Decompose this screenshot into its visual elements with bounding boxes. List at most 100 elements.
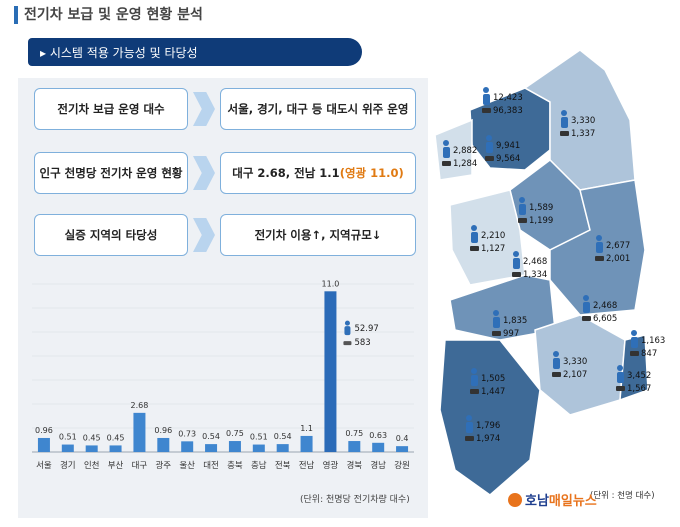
person-icon (344, 320, 350, 326)
map-value-population-seoul-gyeonggi: 12,423 (493, 93, 523, 103)
car-icon (616, 386, 625, 391)
bar-value-label-14: 0.63 (369, 431, 387, 440)
map-value-ev-chungnam: 1,127 (481, 244, 505, 254)
category-label-15: 강원 (394, 460, 410, 471)
person-icon-body (631, 337, 638, 348)
bar-value-label-13: 0.75 (345, 429, 363, 438)
category-label-12: 영광 (323, 460, 339, 471)
bar-15 (396, 446, 409, 452)
bar-1 (61, 444, 74, 452)
map-value-ev-busan: 1,567 (627, 384, 651, 394)
annotation-value-2: 583 (354, 338, 370, 348)
person-icon (583, 295, 589, 301)
bar-value-label-3: 0.45 (107, 433, 125, 442)
map-value-ev-gyeonggi-south: 9,564 (496, 154, 520, 164)
bar-value-label-1: 0.51 (59, 433, 77, 442)
car-icon (465, 436, 474, 441)
car-icon (442, 161, 451, 166)
bar-13 (348, 441, 361, 452)
map-value-ev-jeonnam: 1,974 (476, 434, 500, 444)
map-value-population-gangwon: 3,330 (571, 116, 595, 126)
news-logo: 호남매일뉴스 (508, 490, 597, 509)
map-value-population-gyeongnam: 3,330 (563, 357, 587, 367)
bar-value-label-10: 0.54 (274, 432, 292, 441)
map-region-jeonnam (439, 339, 541, 496)
bar-11 (300, 435, 313, 452)
car-icon (512, 272, 521, 277)
row-2-right-box: 대구 2.68, 전남 1.1 (영광 11.0) (220, 152, 416, 194)
row-3-arrow-icon (193, 218, 215, 252)
person-icon (519, 197, 525, 203)
person-icon-body (471, 232, 478, 243)
person-icon-body (596, 242, 603, 253)
map-value-ev-gyeongnam: 2,107 (563, 370, 587, 380)
row-1-left-box: 전기차 보급 운영 대수 (34, 88, 188, 130)
bar-value-label-8: 0.75 (226, 429, 244, 438)
category-label-5: 광주 (155, 460, 171, 471)
car-icon (630, 351, 639, 356)
map-value-population-busan: 3,452 (627, 371, 651, 381)
category-label-8: 충북 (227, 461, 243, 471)
person-icon-body (486, 142, 493, 153)
car-icon (582, 316, 591, 321)
person-icon-body (617, 372, 624, 383)
map-value-ev-gangwon: 1,337 (571, 129, 595, 139)
annotation-value-1: 52.97 (354, 324, 378, 334)
person-icon (466, 415, 472, 421)
bar-value-label-4: 2.68 (131, 401, 149, 410)
bar-value-label-9: 0.51 (250, 433, 268, 442)
map-value-ev-chungbuk: 1,199 (529, 216, 553, 226)
row-3-right-box: 전기차 이용↑, 지역규모↓ (220, 214, 416, 256)
category-label-3: 부산 (108, 460, 124, 471)
car-icon (492, 331, 501, 336)
category-label-4: 대구 (132, 461, 148, 471)
bar-value-label-11: 1.1 (300, 424, 313, 433)
korea-region-map: 12,423 96,383 3,330 1,337 2,882 1,284 9,941 9,5… (434, 49, 665, 501)
row-3-left-text: 실증 지역의 타당성 (64, 228, 158, 242)
map-value-population-gwangju: 1,505 (481, 374, 505, 384)
map-value-population-jeonbuk: 1,835 (503, 316, 527, 326)
category-label-1: 경기 (60, 460, 76, 471)
person-icon (493, 310, 499, 316)
category-label-0: 서울 (36, 461, 52, 471)
person-icon-body (553, 358, 560, 369)
map-value-population-gyeonggi-south: 9,941 (496, 141, 520, 151)
row-2-left-box: 인구 천명당 전기차 운영 현황 (34, 152, 188, 194)
bar-value-label-12: 11.0 (322, 279, 340, 288)
person-icon-body (466, 422, 473, 433)
bar-10 (276, 444, 289, 452)
bar-7 (205, 444, 218, 452)
bar-14 (372, 442, 385, 452)
person-icon-body (583, 302, 590, 313)
bar-6 (181, 441, 194, 452)
map-value-population-chungnam: 2,210 (481, 231, 505, 241)
row-2-right-text: 대구 2.68, 전남 1.1 (232, 166, 340, 180)
car-icon (343, 341, 352, 346)
person-icon (553, 351, 559, 357)
person-icon-body (493, 317, 500, 328)
map-value-ev-gyeongbuk: 2,001 (606, 254, 630, 264)
row-2-left-text: 인구 천명당 전기차 운영 현황 (39, 166, 183, 180)
map-value-population-daegu: 2,468 (593, 301, 617, 311)
logo-part-1: 호남 (525, 494, 549, 509)
page-title: 전기차 보급 및 운영 현황 분석 (24, 7, 203, 23)
person-icon-body (471, 375, 478, 386)
map-value-ev-daejeon: 1,334 (523, 270, 547, 280)
map-value-ev-daegu: 6,605 (593, 314, 617, 324)
person-icon (561, 110, 567, 116)
car-icon (470, 246, 479, 251)
category-label-6: 울산 (179, 460, 195, 471)
logo-icon (508, 493, 522, 507)
bar-12 (324, 291, 337, 452)
car-icon (595, 256, 604, 261)
bar-5 (157, 437, 170, 452)
chart-unit-label: (단위: 천명당 전기차량 대수) (300, 495, 410, 505)
person-icon (443, 140, 449, 146)
bar-2 (85, 445, 98, 452)
car-icon (482, 108, 491, 113)
person-icon-body (443, 147, 450, 158)
bar-value-label-5: 0.96 (154, 426, 172, 435)
bar-3 (109, 445, 122, 452)
person-icon-body (519, 204, 526, 215)
person-icon (631, 330, 637, 336)
